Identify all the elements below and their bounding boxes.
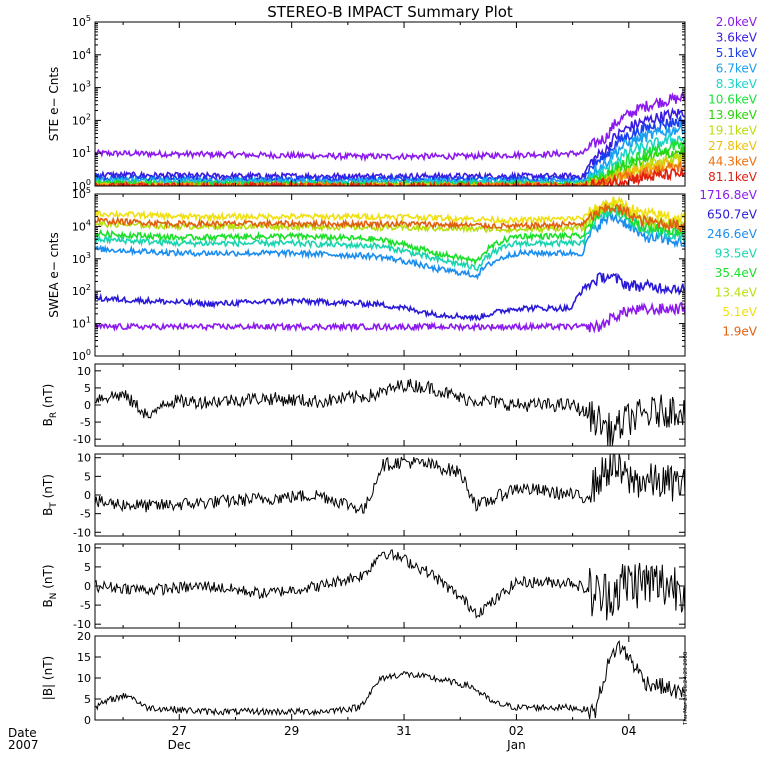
br-ytick-label: -5: [80, 416, 91, 429]
bn-ylabel: BN (nT): [41, 564, 59, 607]
swea-series-line: [95, 301, 685, 334]
bn-ytick-label: 10: [77, 542, 91, 555]
ste-series-line: [95, 91, 685, 163]
ste-legend-entry: 19.1keV: [708, 124, 758, 138]
swea-legend-entry: 5.1eV: [722, 305, 757, 319]
bmag-panel: 0 5 10 15 20 |B| (nT): [41, 630, 686, 727]
bmag-ytick-label: 15: [77, 651, 91, 664]
br-ytick-label: 10: [77, 365, 91, 378]
swea-ytick-label: 100: [72, 348, 91, 363]
ste-legend-entry: 81.1keV: [708, 170, 758, 184]
bn-panel: -10 -5 0 5 10 BN (nT): [41, 542, 686, 631]
swea-ytick-label: 104: [72, 218, 91, 233]
ste-legend-entry: 44.3keV: [708, 155, 758, 169]
x-tick-label: 27: [172, 724, 187, 738]
ste-legend-entry: 5.1keV: [716, 46, 758, 60]
ste-ytick-label: 101: [72, 145, 91, 160]
ste-panel: 100 101 102 103 104 105 STE e− Cnts 2.0keV 3.6ke…: [47, 14, 758, 193]
bmag-ytick-label: 5: [84, 693, 91, 706]
bt-ytick-label: 5: [84, 470, 91, 483]
ste-legend-entry: 27.8keV: [708, 139, 758, 153]
bmag-series-line: [95, 640, 685, 720]
bmag-ytick-label: 20: [77, 630, 91, 643]
swea-legend-entry: 246.6eV: [707, 227, 758, 241]
swea-series-line: [95, 207, 685, 272]
swea-series-line: [95, 203, 685, 233]
swea-ytick-label: 102: [72, 283, 91, 298]
x-corner-label: Date: [8, 726, 37, 740]
bmag-ytick-label: 0: [84, 714, 91, 727]
swea-ytick-label: 101: [72, 316, 91, 331]
swea-legend-entry: 650.7eV: [707, 208, 758, 222]
br-ytick-label: 5: [84, 382, 91, 395]
swea-legend-entry: 35.4eV: [715, 266, 758, 280]
x-month-label: Jan: [506, 738, 526, 752]
swea-legend-entry: 13.4eV: [715, 286, 758, 300]
ste-ytick-label: 105: [72, 14, 91, 29]
br-ylabel: BR (nT): [41, 384, 59, 427]
x-month-label: Dec: [168, 738, 191, 752]
bt-ytick-label: -5: [80, 508, 91, 521]
bt-panel: -10 -5 0 5 10 BT (nT): [41, 452, 686, 539]
bt-ytick-label: -10: [73, 526, 91, 539]
bt-ylabel: BT (nT): [41, 474, 59, 516]
bt-ytick-label: 10: [77, 452, 91, 465]
bt-ytick-label: 0: [84, 489, 91, 502]
bn-ytick-label: -10: [73, 618, 91, 631]
br-ytick-label: -10: [73, 433, 91, 446]
swea-frame: [94, 193, 686, 357]
swea-legend-entry: 1716.8eV: [699, 188, 757, 202]
swea-ytick-label: 103: [72, 251, 91, 266]
bn-ytick-label: 5: [84, 561, 91, 574]
ste-legend-entry: 13.9keV: [708, 108, 758, 122]
bn-series-line: [95, 549, 685, 621]
ste-legend-entry: 8.3keV: [716, 77, 758, 91]
bt-series-line: [95, 454, 685, 514]
ste-frame: [94, 21, 686, 187]
ste-ytick-label: 102: [72, 112, 91, 127]
x-tick-label: 02: [509, 724, 524, 738]
swea-ytick-label: 105: [72, 186, 91, 201]
x-tick-label: 04: [621, 724, 636, 738]
swea-panel: 100 101 102 103 104 105 SWEA e− cnts 1716.8eV 65…: [47, 186, 758, 363]
swea-series-line: [95, 272, 685, 323]
x-tick-label: 29: [284, 724, 299, 738]
bn-ytick-label: 0: [84, 580, 91, 593]
ste-legend-entry: 2.0keV: [716, 15, 758, 29]
x-tick-label: 31: [396, 724, 411, 738]
bmag-ytick-label: 10: [77, 672, 91, 685]
ste-series-line: [95, 167, 685, 186]
ste-ytick-label: 104: [72, 47, 91, 62]
swea-series-line: [95, 212, 685, 281]
br-series-line: [95, 378, 685, 446]
swea-legend-entry: 1.9eV: [722, 325, 757, 339]
x-corner-label: 2007: [8, 738, 39, 752]
br-panel: -10 -5 0 5 10 BR (nT): [41, 363, 686, 447]
ste-legend-entry: 3.6keV: [716, 31, 758, 45]
bn-ytick-label: -5: [80, 599, 91, 612]
bmag-ylabel: |B| (nT): [41, 656, 55, 700]
ste-legend-entry: 10.6keV: [708, 93, 758, 107]
swea-legend-entry: 93.5eV: [715, 247, 758, 261]
swea-ylabel: SWEA e− cnts: [47, 232, 61, 318]
ste-ytick-label: 103: [72, 80, 91, 95]
br-ytick-label: 0: [84, 399, 91, 412]
ste-series-line: [95, 114, 685, 186]
swea-series-line: [95, 195, 685, 226]
plot-title: STEREO-B IMPACT Summary Plot: [267, 3, 513, 21]
ste-legend-entry: 6.7keV: [716, 62, 758, 76]
ste-ylabel: STE e− Cnts: [47, 67, 61, 142]
timestamp-label: Thu Mar 27 16:24:29 2008: [683, 651, 689, 725]
ste-ytick-label: 100: [72, 178, 91, 193]
